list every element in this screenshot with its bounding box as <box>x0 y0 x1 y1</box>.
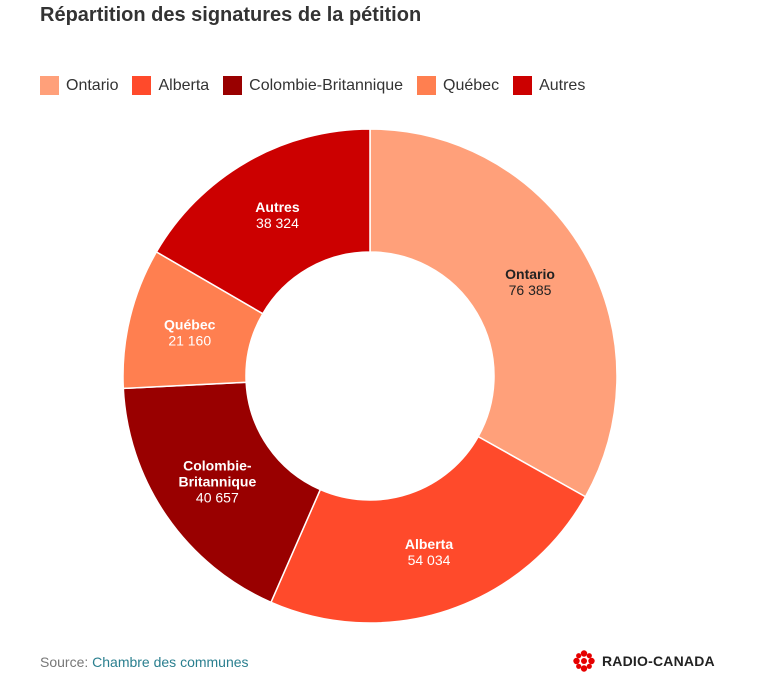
slice-ontario[interactable] <box>369 128 618 498</box>
slice-colombie-britannique[interactable] <box>122 381 322 604</box>
legend-item-autres[interactable]: Autres <box>513 76 585 95</box>
legend-label: Québec <box>443 76 500 94</box>
legend-swatch <box>40 76 59 95</box>
legend-item-quebec[interactable]: Québec <box>417 76 499 95</box>
legend-label: Ontario <box>66 76 119 94</box>
source-prefix: Source: <box>40 654 93 670</box>
legend-label: Autres <box>539 76 586 94</box>
legend-swatch <box>223 76 243 95</box>
slice-autres[interactable] <box>155 128 371 315</box>
legend-item-colombie-britannique[interactable]: Colombie-Britannique <box>223 76 403 95</box>
legend-item-ontario[interactable]: Ontario <box>40 76 118 95</box>
legend-swatch <box>132 76 152 95</box>
cbc-gem-icon <box>573 650 595 672</box>
legend-swatch <box>513 76 533 95</box>
slice-label-value: 40 657 <box>196 489 239 505</box>
slice-label-value: 21 160 <box>168 332 211 348</box>
legend: Ontario Alberta Colombie-Britannique Qué… <box>40 76 599 95</box>
legend-label: Alberta <box>158 76 210 94</box>
slice-alberta[interactable] <box>269 435 587 624</box>
source-link[interactable]: Chambre des communes <box>92 654 249 670</box>
radio-canada-logo: RADIO-CANADA <box>572 649 715 673</box>
source-line: Source: Chambre des communes <box>40 654 249 670</box>
chart-title: Répartition des signatures de la pétitio… <box>40 4 422 26</box>
legend-item-alberta[interactable]: Alberta <box>132 76 209 95</box>
slice-label-name: Alberta <box>405 536 453 552</box>
logo-text: RADIO-CANADA <box>602 653 715 669</box>
slice-label-name: Britannique <box>178 473 256 489</box>
legend-label: Colombie-Britannique <box>249 76 404 94</box>
slice-label-value: 38 324 <box>256 215 299 231</box>
slice-label-value: 54 034 <box>408 552 451 568</box>
slice-label-name: Autres <box>255 199 300 215</box>
legend-swatch <box>417 76 437 95</box>
slice-label-name: Ontario <box>505 266 555 282</box>
slice-label-name: Colombie- <box>183 457 252 473</box>
slice-label-name: Québec <box>164 316 216 332</box>
slice-label-value: 76 385 <box>509 282 552 298</box>
